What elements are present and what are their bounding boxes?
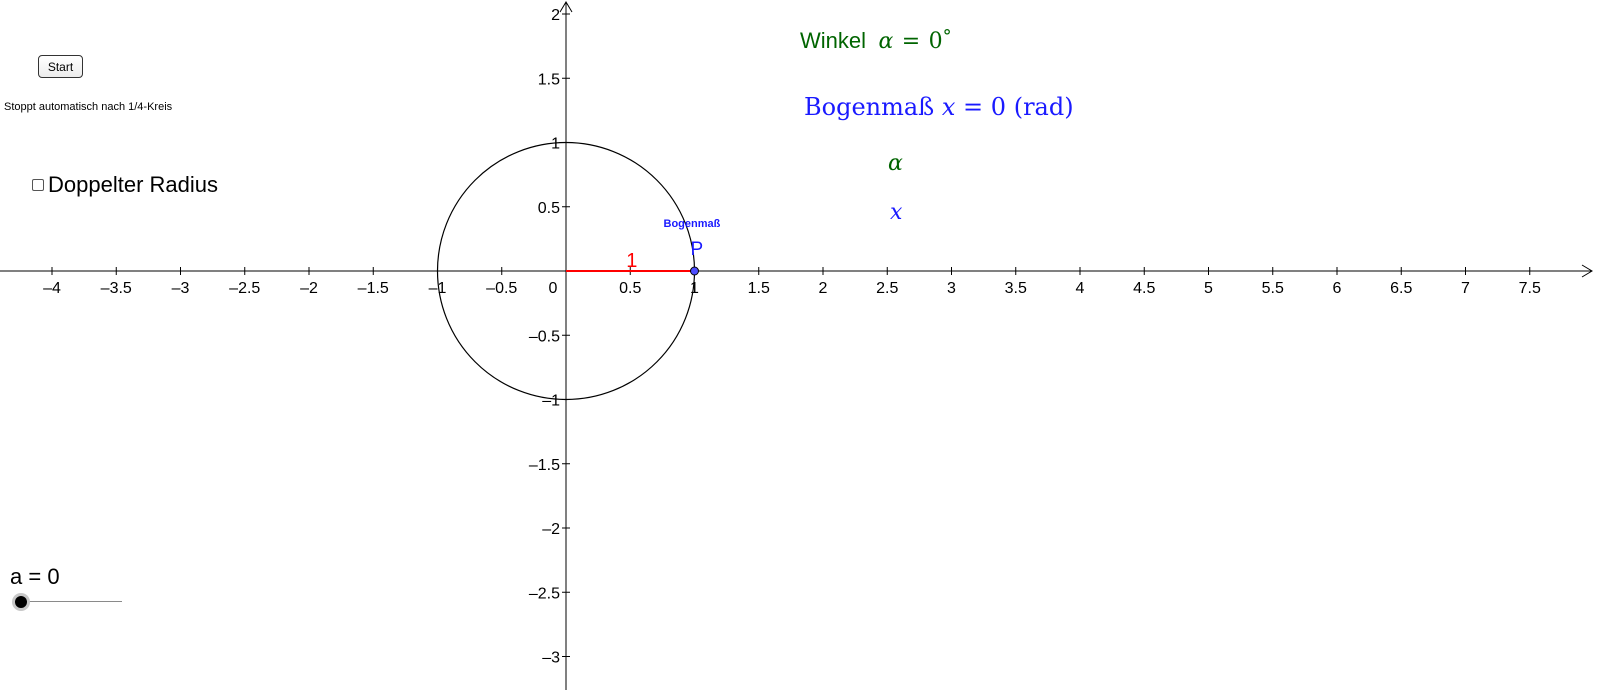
bogenmass-value: 0: [990, 93, 1007, 121]
bogenmass-variable: x: [941, 93, 956, 121]
x-tick-label: 7.5: [1519, 280, 1541, 297]
slider-name: a: [10, 564, 23, 589]
winkel-value: 0: [928, 29, 943, 54]
x-tick-label: –1: [429, 280, 447, 297]
start-button[interactable]: Start: [38, 55, 83, 78]
point-p-label: P: [691, 239, 704, 260]
y-tick-label: 1.5: [538, 71, 560, 88]
winkel-degree: °: [942, 26, 952, 47]
checkbox-box[interactable]: [32, 179, 44, 191]
winkel-equals: =: [901, 29, 921, 54]
x-tick-label: 3.5: [1005, 280, 1027, 297]
bogenmass-formula: Bogenmaß x = 0 (rad): [804, 93, 1074, 121]
slider-track[interactable]: [20, 601, 122, 602]
winkel-formula: Winkel α = 0°: [800, 26, 952, 54]
y-tick-label: –3: [542, 650, 560, 667]
x-axis-arrow: [1581, 264, 1593, 278]
x-tick-label: 2.5: [876, 280, 898, 297]
x-tick-label: 6: [1333, 280, 1342, 297]
y-tick-label: –0.5: [529, 328, 560, 345]
y-tick-label: 1: [551, 136, 560, 153]
slider-value-label: a = 0: [10, 564, 60, 590]
x-tick-label: 0.5: [619, 280, 641, 297]
checkbox-label: Doppelter Radius: [48, 172, 218, 197]
axis-ticks: –4 –3.5 –3 –2.5 –2 –1.5 –1 –0.5 0 0.5 1 1.5 2 2.5 3 3.5…: [43, 7, 1541, 667]
y-tick-label: –1: [542, 393, 560, 410]
x-tick-label: –1.5: [358, 280, 389, 297]
y-tick-label: –1.5: [529, 457, 560, 474]
x-tick-label: 6.5: [1390, 280, 1412, 297]
x-tick-label: 0: [549, 280, 558, 297]
y-tick-label: –2.5: [529, 585, 560, 602]
x-tick-label: 7: [1461, 280, 1470, 297]
x-tick-label: 5: [1204, 280, 1213, 297]
bogenmass-equals: =: [963, 93, 984, 121]
x-tick-label: –3.5: [101, 280, 132, 297]
slider-value: 0: [47, 564, 60, 589]
x-tick-label: 4.5: [1133, 280, 1155, 297]
x-tick-label: –3: [172, 280, 190, 297]
x-tick-label: 2: [819, 280, 828, 297]
x-label: x: [890, 200, 903, 225]
segment-length-label: 1: [626, 250, 637, 272]
winkel-variable: α: [878, 29, 894, 54]
x-tick-label: –2: [300, 280, 318, 297]
stop-note: Stoppt automatisch nach 1/4-Kreis: [4, 101, 173, 113]
x-tick-label: –2.5: [229, 280, 260, 297]
x-tick-label: –0.5: [486, 280, 517, 297]
x-tick-label: 5.5: [1262, 280, 1284, 297]
x-tick-label: 1: [690, 280, 699, 297]
y-tick-label: 2: [551, 7, 560, 24]
x-tick-label: 3: [947, 280, 956, 297]
y-axis-arrow: [559, 1, 573, 13]
y-tick-label: 0.5: [538, 200, 560, 217]
x-tick-label: –4: [43, 280, 61, 297]
slider-equals: =: [28, 564, 42, 589]
double-radius-checkbox[interactable]: Doppelter Radius: [32, 172, 218, 198]
y-tick-label: –2: [542, 521, 560, 538]
bogenmass-word: Bogenmaß: [804, 93, 935, 121]
alpha-label: α: [888, 151, 903, 176]
slider-thumb[interactable]: [12, 593, 30, 611]
bogenmass-unit: (rad): [1013, 93, 1074, 121]
point-p[interactable]: [690, 266, 699, 276]
winkel-word: Winkel: [800, 28, 867, 53]
x-tick-label: 4: [1076, 280, 1085, 297]
arc-label: Bogenmaß: [664, 218, 721, 230]
x-tick-label: 1.5: [748, 280, 770, 297]
